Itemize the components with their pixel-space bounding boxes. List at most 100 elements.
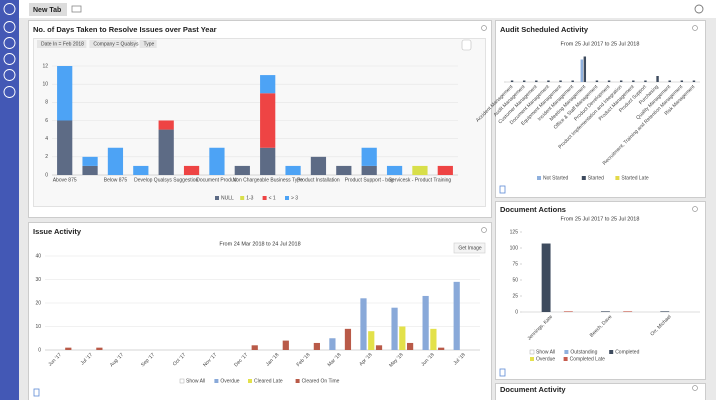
tab[interactable] <box>29 3 67 16</box>
legend-label[interactable]: Overdue <box>220 378 239 384</box>
legend-label[interactable]: 1-3 <box>246 195 253 201</box>
button-label[interactable]: Get Image <box>458 245 482 251</box>
legend-swatch[interactable] <box>285 196 289 200</box>
filter-label[interactable]: Company = Qualsys <box>93 41 139 47</box>
bar <box>644 80 647 82</box>
y-tick-label: 10 <box>35 324 41 330</box>
bar-segment <box>260 75 276 94</box>
filter-chip[interactable] <box>89 40 137 48</box>
sidebar-icons[interactable] <box>3 3 16 98</box>
gear-icons[interactable] <box>481 25 698 391</box>
panel-title: No. of Days Taken to Resolve Issues over… <box>33 25 217 34</box>
legend-label[interactable]: Show All <box>536 349 555 355</box>
y-tick-label: 125 <box>510 229 519 235</box>
legend-label[interactable]: Completed Late <box>570 356 606 362</box>
x-tick-label: Document Product <box>196 177 238 183</box>
legend-swatch[interactable] <box>564 350 569 354</box>
legend-label[interactable]: Cleared On Time <box>302 378 340 384</box>
bar <box>406 342 414 350</box>
legend-label[interactable]: Not Started <box>543 175 569 181</box>
y-tick-label: 40 <box>35 253 41 259</box>
x-tick-label: Product Support - bug <box>345 177 394 183</box>
legend-swatch[interactable] <box>248 379 252 383</box>
bar-segment <box>234 165 250 175</box>
bar-segment <box>183 165 200 175</box>
y-tick-label: 0 <box>38 347 41 353</box>
bar <box>329 338 336 350</box>
bar <box>368 331 375 350</box>
y-tick-label: 100 <box>510 245 519 251</box>
bar-segment <box>361 147 377 166</box>
legend-label[interactable]: Cleared Late <box>254 378 283 384</box>
legend-checkbox[interactable] <box>179 378 185 384</box>
legend-swatch[interactable] <box>215 196 219 200</box>
legend-swatch[interactable] <box>615 176 620 180</box>
filter-chip[interactable] <box>139 40 157 48</box>
subtitle: From 24 Mar 2018 to 24 Jul 2018 <box>219 241 300 247</box>
legend-label[interactable]: Overdue <box>536 356 555 362</box>
bar <box>571 80 574 82</box>
y-tick-label: 6 <box>45 118 48 124</box>
top-bar <box>0 0 716 18</box>
bar <box>399 326 406 350</box>
bar <box>541 243 551 312</box>
bar <box>547 80 550 82</box>
get-image-button[interactable] <box>453 242 486 254</box>
legend-checkbox[interactable] <box>529 349 535 355</box>
export-icons[interactable] <box>33 185 506 397</box>
bar <box>692 80 696 82</box>
bar <box>453 281 460 350</box>
legend-swatch[interactable] <box>609 350 614 354</box>
panel <box>495 20 706 198</box>
bar <box>251 345 258 350</box>
bar-segment <box>82 165 98 175</box>
panel-title: Document Activity <box>500 385 566 394</box>
user-icon[interactable] <box>694 4 704 14</box>
y-tick-label: 50 <box>512 277 518 283</box>
legend-swatch[interactable] <box>240 196 245 200</box>
legend-swatch[interactable] <box>295 379 300 383</box>
y-tick-label: 75 <box>512 261 518 267</box>
legend-swatch[interactable] <box>530 357 534 361</box>
y-tick-label: 8 <box>45 100 48 106</box>
y-tick-label: 2 <box>45 154 48 160</box>
x-tick-label: Non Chargeable Business Type <box>233 177 303 183</box>
menu-button[interactable] <box>461 39 472 51</box>
y-tick-label: 30 <box>35 277 41 283</box>
legend-swatch[interactable] <box>214 379 219 383</box>
legend-label[interactable]: Outstanding <box>570 349 597 355</box>
legend-label[interactable]: NULL <box>221 195 234 201</box>
bar <box>668 80 671 82</box>
bar <box>623 311 633 312</box>
bar-segment <box>158 120 174 130</box>
legend-label[interactable]: Show All <box>186 378 205 384</box>
filter-label[interactable]: Type <box>144 41 155 47</box>
bar-segment <box>158 129 174 175</box>
subtitle: From 25 Jul 2017 to 25 Jul 2018 <box>561 216 640 222</box>
legend-swatch[interactable] <box>262 196 267 200</box>
panel-title: Audit Scheduled Activity <box>500 25 589 34</box>
x-tick-label: Above 875 <box>53 177 77 183</box>
legend-label[interactable]: Started Late <box>621 175 648 181</box>
bar <box>619 80 623 82</box>
bar <box>282 340 289 350</box>
legend-swatch[interactable] <box>537 176 541 180</box>
tab-label[interactable]: New Tab <box>33 7 61 14</box>
legend-swatch[interactable] <box>563 357 568 361</box>
y-tick-label: 20 <box>35 300 41 306</box>
bar <box>344 328 352 350</box>
legend-label[interactable]: < 1 <box>269 195 276 201</box>
legend-label[interactable]: Started <box>588 175 604 181</box>
bar-segment <box>361 165 377 175</box>
bar-segment <box>57 66 73 121</box>
legend-label[interactable]: Completed <box>615 349 639 355</box>
bar <box>438 347 445 350</box>
x-tick-label: Product Installation <box>297 177 340 183</box>
y-tick-label: 4 <box>45 136 48 142</box>
legend-swatch[interactable] <box>581 176 586 180</box>
new-tab-icon[interactable] <box>71 5 82 13</box>
bar <box>391 307 398 350</box>
filter-label[interactable]: Date In = Feb 2018 <box>41 41 84 47</box>
legend-label[interactable]: > 3 <box>291 195 298 201</box>
filter-chip[interactable] <box>37 40 87 48</box>
